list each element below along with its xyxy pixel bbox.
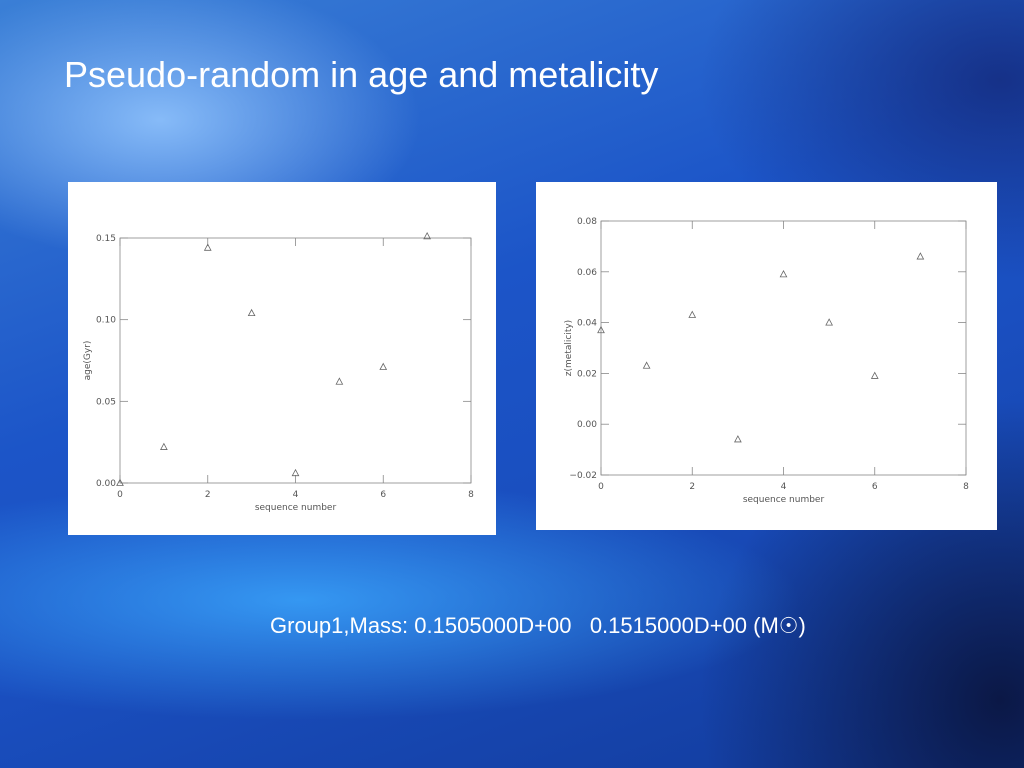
- y-tick-label: 0.05: [96, 397, 116, 407]
- x-tick-label: 2: [689, 482, 695, 492]
- marker: [291, 468, 300, 477]
- x-tick-label: 4: [781, 482, 787, 492]
- marker: [825, 318, 833, 326]
- y-tick-label: 0.08: [577, 217, 597, 227]
- marker: [688, 310, 697, 318]
- x-tick-label: 6: [380, 490, 386, 500]
- x-tick-label: 8: [963, 482, 969, 492]
- y-tick-label: −0.02: [569, 471, 597, 481]
- y-tick-label: 0.00: [577, 420, 597, 430]
- marker: [597, 325, 605, 334]
- slide-title: Pseudo-random in age and metalicity: [64, 54, 659, 95]
- x-tick-label: 4: [293, 490, 299, 500]
- marker: [335, 377, 344, 385]
- marker: [642, 361, 651, 369]
- x-tick-label: 0: [598, 482, 604, 492]
- marker: [423, 232, 431, 240]
- x-axis-title: sequence number: [255, 503, 337, 513]
- marker: [379, 362, 388, 370]
- marker: [247, 308, 256, 317]
- x-axis-title: sequence number: [743, 495, 825, 505]
- y-tick-label: 0.10: [96, 316, 116, 326]
- x-tick-label: 2: [205, 490, 211, 500]
- y-tick-label: 0.04: [577, 319, 597, 329]
- marker: [160, 442, 168, 450]
- marker: [734, 435, 742, 443]
- marker: [870, 371, 879, 379]
- marker: [779, 269, 788, 278]
- y-axis-title: z(metalicity): [564, 320, 574, 376]
- y-tick-label: 0.02: [577, 369, 597, 379]
- marker: [916, 252, 925, 260]
- x-tick-label: 6: [872, 482, 878, 492]
- caption: Group1,Mass: 0.1505000D+00 0.1515000D+00…: [270, 613, 806, 638]
- y-tick-label: 0.15: [96, 234, 116, 244]
- marker: [116, 478, 124, 486]
- chart-panel: [536, 182, 997, 530]
- chart-panel: [68, 182, 496, 535]
- x-tick-label: 0: [117, 490, 123, 500]
- y-tick-label: 0.00: [96, 479, 116, 489]
- y-axis-title: age(Gyr): [83, 341, 93, 381]
- y-tick-label: 0.06: [577, 268, 597, 278]
- marker: [203, 243, 212, 251]
- x-tick-label: 8: [468, 490, 474, 500]
